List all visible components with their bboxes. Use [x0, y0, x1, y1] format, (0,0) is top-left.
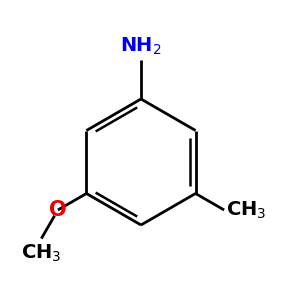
Text: CH$_3$: CH$_3$ [21, 243, 62, 264]
Text: CH$_3$: CH$_3$ [226, 199, 266, 220]
Text: NH$_2$: NH$_2$ [120, 36, 162, 57]
Text: O: O [49, 200, 67, 220]
